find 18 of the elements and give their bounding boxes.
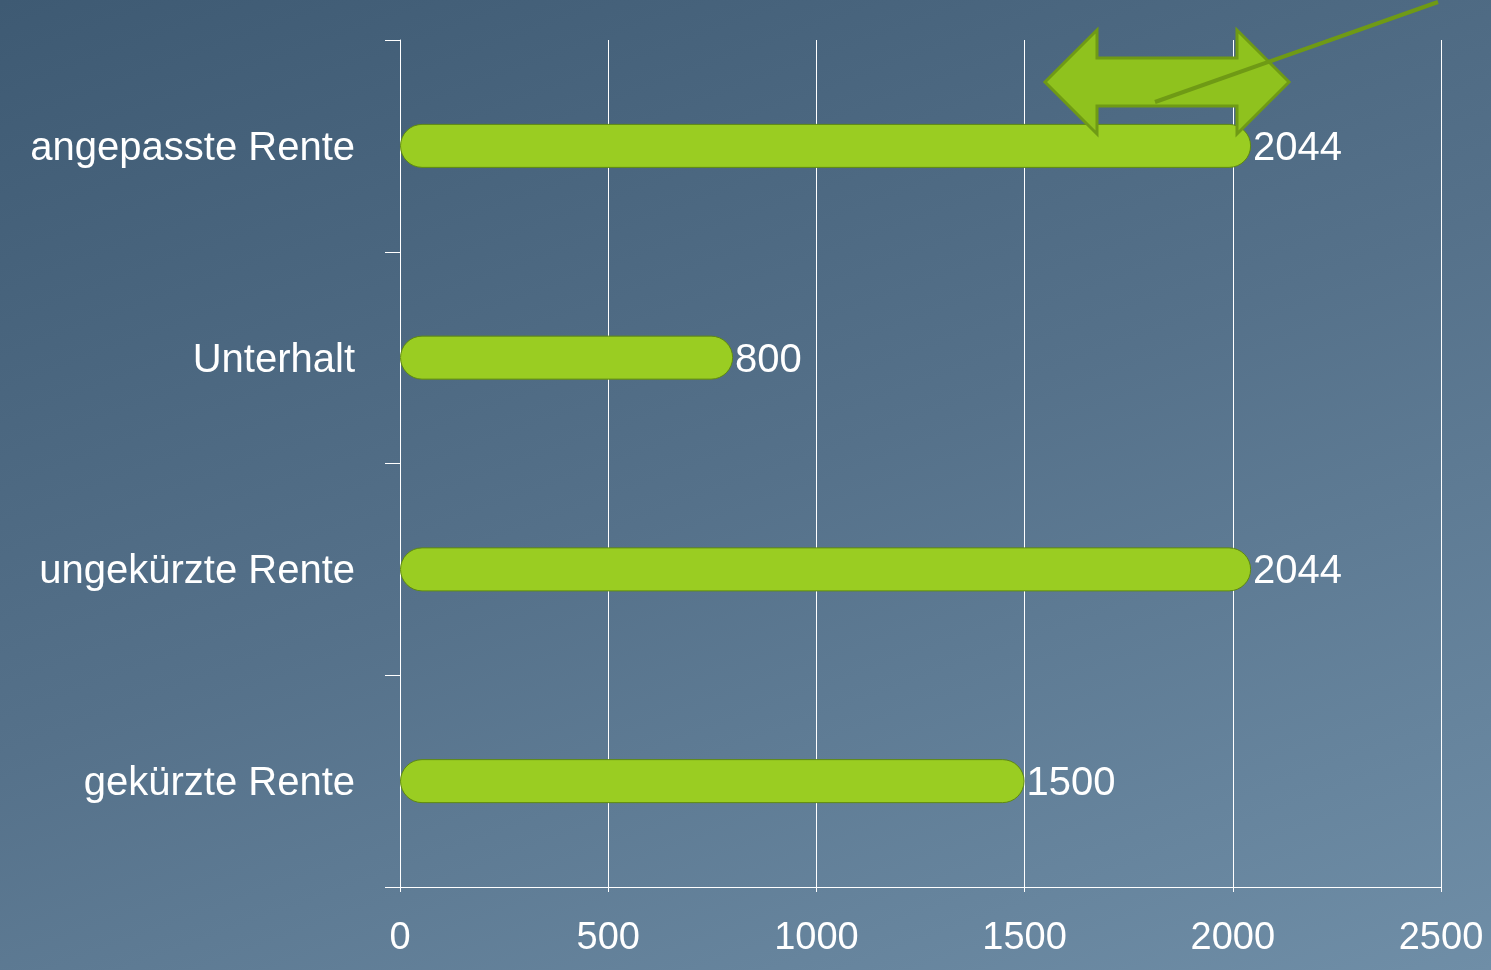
- data-label: 1500: [1026, 759, 1116, 804]
- data-label: 2044: [1253, 547, 1343, 592]
- data-label: 2044: [1253, 123, 1343, 168]
- y-tick-label: gekürzte Rente: [83, 759, 355, 804]
- x-tick-label: 2000: [1190, 915, 1276, 957]
- x-tick-label: 1000: [774, 915, 859, 957]
- x-tick-label: 500: [576, 915, 640, 957]
- bar: [400, 335, 734, 380]
- bar: [400, 759, 1025, 804]
- y-tick-label: Unterhalt: [192, 335, 355, 380]
- bar: [400, 123, 1252, 168]
- y-tick-label: angepasste Rente: [30, 123, 355, 168]
- data-label: 800: [735, 335, 802, 380]
- y-tick-label: ungekürzte Rente: [39, 547, 355, 592]
- x-tick-label: 1500: [982, 915, 1067, 957]
- x-tick-label: 0: [389, 915, 411, 957]
- x-tick-label: 2500: [1398, 915, 1484, 957]
- bar: [400, 547, 1252, 592]
